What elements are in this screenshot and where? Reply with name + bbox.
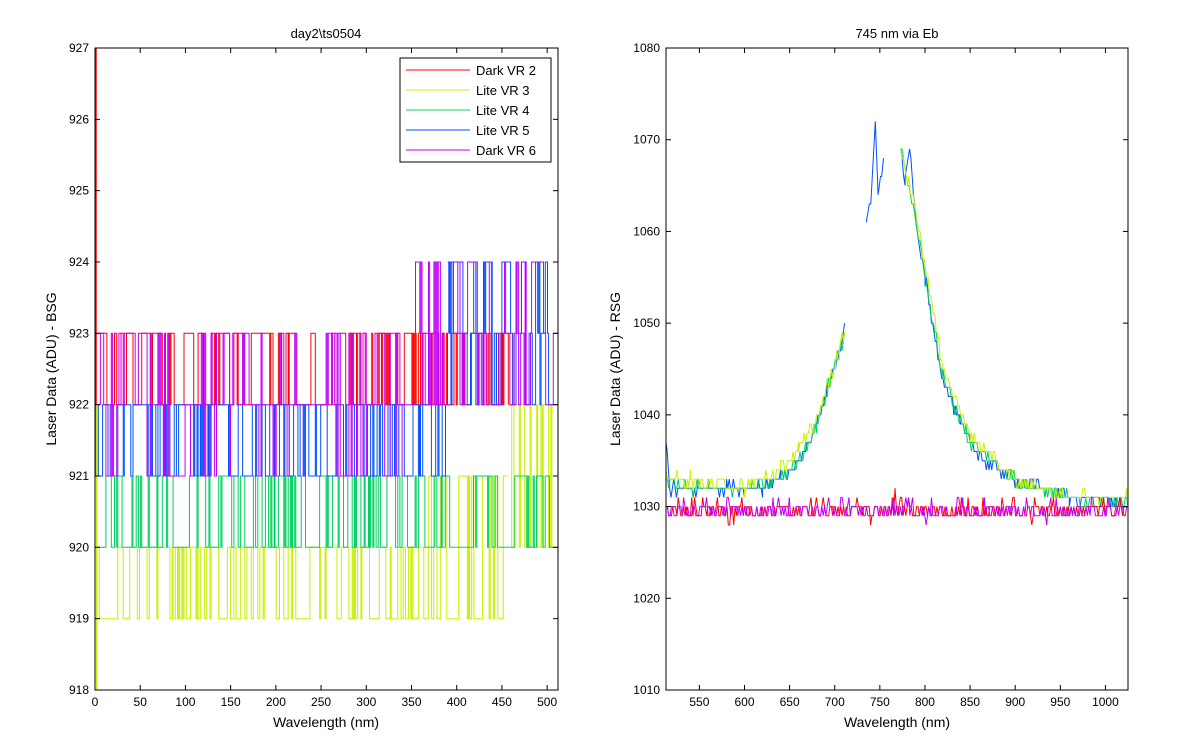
left-x-tick-label: 350 — [401, 695, 421, 709]
right-y-tick-label: 1030 — [633, 500, 660, 514]
left-y-tick-label: 922 — [69, 398, 89, 412]
left-series-line-5 — [95, 261, 558, 477]
left-x-axis-label: Wavelength (nm) — [273, 714, 379, 730]
left-x-tick-label: 300 — [356, 695, 376, 709]
left-y-tick-label: 920 — [69, 540, 89, 554]
right-y-tick-label: 1010 — [633, 683, 660, 697]
right-y-tick-label: 1050 — [633, 316, 660, 330]
right-plot-frame — [665, 47, 1129, 691]
left-y-ticks: 918 919 920 921 922 923 924 925 926 927 — [69, 41, 558, 697]
right-y-tick-label: 1020 — [633, 591, 660, 605]
right-x-tick-label: 1000 — [1092, 695, 1119, 709]
left-y-tick-label: 927 — [69, 41, 89, 55]
right-x-tick-label: 750 — [870, 695, 890, 709]
right-y-tick-label: 1070 — [633, 133, 660, 147]
left-chart-title: day2\ts0504 — [291, 26, 362, 41]
left-legend: Dark VR 2 Lite VR 3 Lite VR 4 Lite VR 5 Dark… — [399, 57, 552, 163]
right-chart-title: 745 nm via Eb — [855, 26, 938, 41]
left-y-axis-label: Laser Data (ADU) - BSG — [43, 292, 59, 445]
legend-label: Lite VR 3 — [476, 83, 529, 98]
left-x-tick-label: 100 — [175, 695, 195, 709]
left-y-tick-label: 923 — [69, 326, 89, 340]
right-x-axis-label: Wavelength (nm) — [844, 714, 950, 730]
left-x-tick-label: 0 — [92, 695, 99, 709]
right-plot-area — [666, 48, 1128, 690]
left-data-layer — [95, 48, 558, 690]
left-x-ticks: 0 50 100 150 200 250 300 350 400 450 500 — [92, 48, 557, 709]
right-x-tick-label: 600 — [734, 695, 754, 709]
left-y-tick-label: 924 — [69, 255, 89, 269]
right-series-line-3 — [666, 148, 1128, 507]
right-x-tick-label: 550 — [689, 695, 709, 709]
right-y-tick-label: 1060 — [633, 224, 660, 238]
right-chart: 550 600 650 700 750 800 850 900 950 1000 1010 1020… — [607, 26, 1129, 730]
right-x-tick-label: 850 — [960, 695, 980, 709]
left-x-tick-label: 150 — [221, 695, 241, 709]
left-plot-frame — [94, 47, 559, 691]
right-series-line-5 — [666, 496, 1128, 525]
left-y-tick-label: 919 — [69, 612, 89, 626]
right-x-tick-label: 650 — [780, 695, 800, 709]
right-x-tick-label: 900 — [1005, 695, 1025, 709]
right-y-tick-label: 1040 — [633, 408, 660, 422]
left-x-tick-label: 400 — [447, 695, 467, 709]
right-x-ticks: 550 600 650 700 750 800 850 900 950 1000 — [689, 48, 1119, 709]
right-y-ticks: 1010 1020 1030 1040 1050 1060 1070 1080 — [633, 41, 1128, 697]
legend-label: Dark VR 6 — [476, 143, 536, 158]
left-y-tick-label: 926 — [69, 112, 89, 126]
left-y-tick-label: 925 — [69, 184, 89, 198]
left-x-tick-label: 50 — [134, 695, 148, 709]
left-x-tick-label: 450 — [492, 695, 512, 709]
legend-label: Lite VR 4 — [476, 103, 529, 118]
right-x-tick-label: 800 — [915, 695, 935, 709]
right-y-tick-label: 1080 — [633, 41, 660, 55]
left-y-tick-label: 921 — [69, 469, 89, 483]
right-data-layer — [666, 121, 1128, 526]
left-chart: 0 50 100 150 200 250 300 350 400 450 500 918 919 920… — [43, 26, 559, 730]
left-y-tick-label: 918 — [69, 683, 89, 697]
legend-label: Lite VR 5 — [476, 123, 529, 138]
right-y-axis-label: Laser Data (ADU) - RSG — [607, 292, 623, 446]
left-x-tick-label: 200 — [266, 695, 286, 709]
left-x-tick-label: 250 — [311, 695, 331, 709]
left-series-line-3 — [95, 475, 558, 548]
right-x-tick-label: 950 — [1050, 695, 1070, 709]
right-x-tick-label: 700 — [825, 695, 845, 709]
legend-label: Dark VR 2 — [476, 63, 536, 78]
left-x-tick-label: 500 — [537, 695, 557, 709]
